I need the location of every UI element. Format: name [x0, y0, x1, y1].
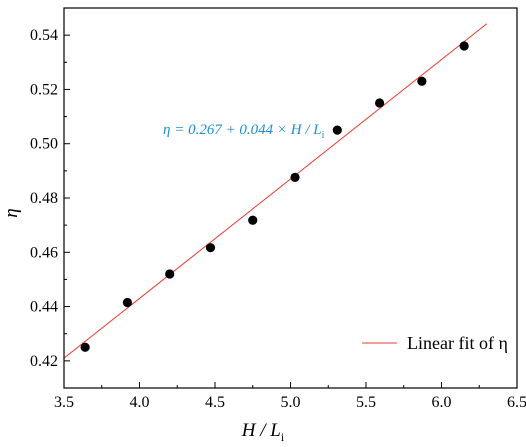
marks-layer: [63, 23, 488, 359]
data-point: [165, 269, 175, 279]
annotation-subscript: i: [322, 130, 325, 141]
plot-frame: [63, 7, 518, 389]
x-tick-label: 3.5: [54, 394, 74, 411]
x-tick-label: 5.5: [356, 394, 376, 411]
legend: Linear fit of η: [362, 333, 508, 353]
x-axis-title: H / Li: [241, 420, 285, 444]
data-point: [248, 215, 258, 225]
data-point: [459, 41, 469, 51]
data-point: [80, 342, 90, 352]
x-tick-label: 4.5: [205, 394, 225, 411]
y-tick-label: 0.44: [30, 299, 58, 316]
data-point: [205, 243, 216, 253]
y-axis-title: η: [1, 208, 22, 217]
y-tick-label: 0.52: [30, 81, 58, 98]
data-point: [374, 98, 385, 108]
x-tick-label: 6.5: [507, 394, 526, 411]
x-tick-label: 5.0: [281, 394, 301, 411]
linear-fit-line: [63, 23, 488, 359]
data-point: [290, 172, 300, 182]
y-tick-label: 0.54: [30, 27, 58, 44]
x-tick-label: 6.0: [432, 394, 452, 411]
y-tick-label: 0.42: [30, 353, 58, 370]
y-tick-label: 0.46: [30, 244, 58, 261]
legend-label: Linear fit of η: [407, 333, 508, 353]
x-tick-label: 4.0: [130, 394, 150, 411]
data-point: [417, 76, 427, 86]
annotation-text: η = 0.267 + 0.044 × H / Li: [163, 122, 325, 141]
x-axis-title-subscript: i: [281, 430, 285, 444]
y-tick-label: 0.50: [30, 136, 58, 153]
data-point: [122, 297, 133, 308]
y-tick-label: 0.48: [30, 190, 58, 207]
data-point: [332, 125, 342, 135]
